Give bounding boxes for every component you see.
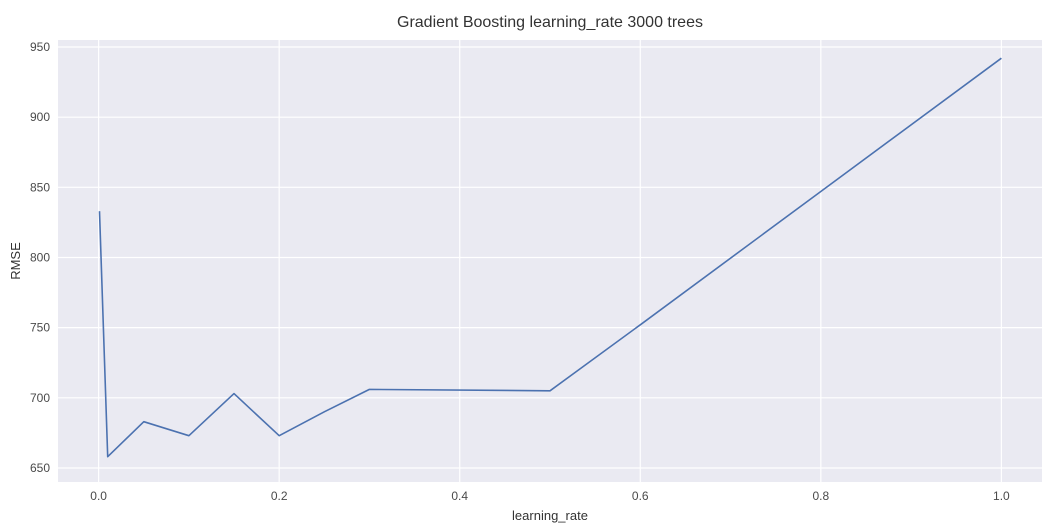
y-tick-label: 950 <box>30 40 50 54</box>
x-tick-label: 0.4 <box>451 489 468 503</box>
chart-title: Gradient Boosting learning_rate 3000 tre… <box>397 14 703 31</box>
y-tick-label: 750 <box>30 321 50 335</box>
x-tick-label: 0.0 <box>90 489 107 503</box>
y-tick-label: 850 <box>30 180 50 194</box>
x-tick-label: 1.0 <box>993 489 1010 503</box>
rmse-series-line <box>98 57 1002 458</box>
grid <box>58 40 1042 482</box>
y-tick-label: 800 <box>30 250 50 264</box>
x-tick-label: 0.8 <box>812 489 829 503</box>
plot-area <box>58 40 1042 482</box>
x-tick-label: 0.6 <box>632 489 649 503</box>
y-tick-label: 650 <box>30 461 50 475</box>
series-layer <box>98 57 1002 458</box>
y-tick-label: 900 <box>30 110 50 124</box>
x-tick-label: 0.2 <box>271 489 288 503</box>
x-axis-label: learning_rate <box>512 508 588 523</box>
y-axis-label: RMSE <box>8 242 23 280</box>
y-tick-label: 700 <box>30 391 50 405</box>
tick-labels: 0.0 0.2 0.4 0.6 0.8 1.0 650 700 750 800 850 900 950 <box>30 40 1010 503</box>
